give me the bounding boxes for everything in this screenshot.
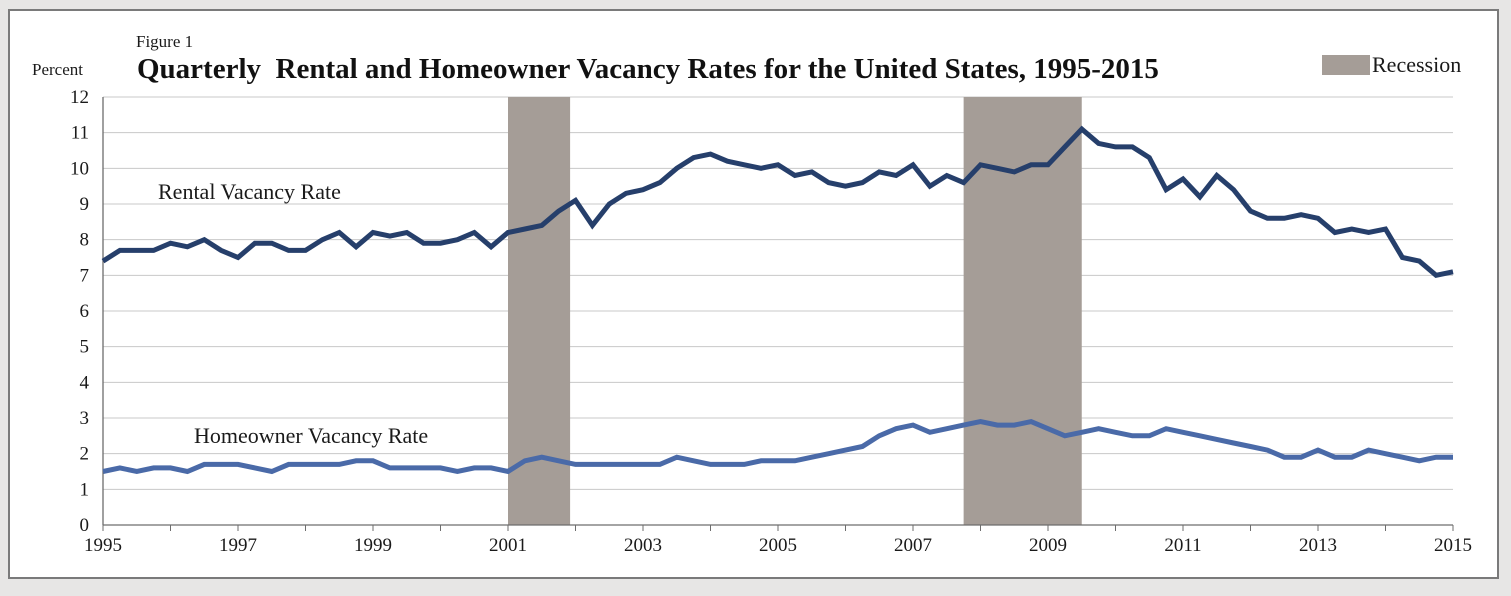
y-tick-label-10: 10 [70,158,89,179]
y-axis-label: Percent [32,60,83,79]
y-tick-label-8: 8 [80,230,90,251]
y-tick-label-7: 7 [80,265,90,286]
x-tick-label-2015: 2015 [1434,535,1472,556]
legend-recession-label: Recession [1372,52,1461,77]
chart-title: Quarterly Rental and Homeowner Vacancy R… [137,53,1159,85]
homeowner-vacancy-line [102,418,1453,475]
x-tick-label-2013: 2013 [1299,535,1337,556]
y-tick-label-5: 5 [80,337,90,358]
series-layer [101,125,1454,475]
x-tick-label-2003: 2003 [624,535,662,556]
y-tick-label-4: 4 [80,372,90,393]
x-tick-label-1999: 1999 [354,535,392,556]
axis-layer [102,97,1454,531]
figure-label: Figure 1 [136,32,193,51]
y-tick-label-0: 0 [80,515,90,536]
y-tick-label-12: 12 [70,87,89,108]
x-tick-label-1997: 1997 [219,535,257,556]
x-tick-label-2005: 2005 [759,535,797,556]
y-tick-label-1: 1 [80,479,90,500]
y-tick-label-9: 9 [80,194,90,215]
x-tick-label-2011: 2011 [1164,535,1201,556]
x-tick-label-2007: 2007 [894,535,932,556]
y-tick-label-11: 11 [71,123,89,144]
homeowner-series-label: Homeowner Vacancy Rate [194,423,428,448]
recession-band-1 [508,97,571,525]
y-tick-label-3: 3 [80,408,90,429]
x-tick-label-2009: 2009 [1029,535,1067,556]
rental-vacancy-line [101,125,1454,278]
x-tick-label-2001: 2001 [489,535,527,556]
grid-layer [103,96,1453,490]
chart-frame: 0 1 2 3 4 5 6 7 8 9 10 11 12 1995 1997 1999 2001 2003 2005… [8,9,1499,579]
y-tick-label-6: 6 [80,301,90,322]
y-tick-label-2: 2 [80,444,90,465]
rental-series-label: Rental Vacancy Rate [158,179,341,204]
recession-band-2 [963,97,1082,525]
x-tick-label-1995: 1995 [84,535,122,556]
legend-recession-swatch [1322,55,1370,75]
